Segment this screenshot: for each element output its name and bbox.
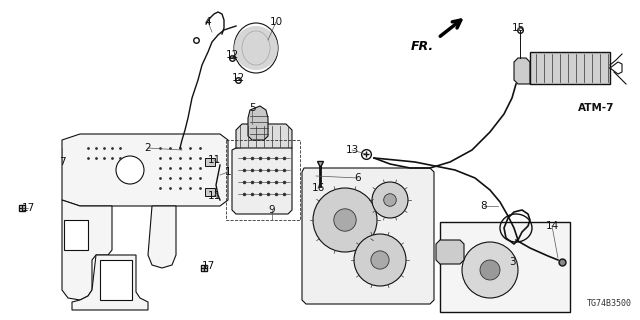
Text: 5: 5 <box>249 103 255 113</box>
Bar <box>205 158 215 166</box>
Text: 4: 4 <box>205 17 211 27</box>
Text: 15: 15 <box>511 23 525 33</box>
Text: 8: 8 <box>481 201 487 211</box>
Text: 7: 7 <box>59 157 65 167</box>
Polygon shape <box>302 168 434 304</box>
Polygon shape <box>62 134 228 206</box>
Bar <box>226 140 300 220</box>
Circle shape <box>462 242 518 298</box>
Bar <box>530 52 610 84</box>
Text: 14: 14 <box>545 221 559 231</box>
Bar <box>205 188 215 196</box>
Polygon shape <box>436 240 464 264</box>
Text: 9: 9 <box>269 205 275 215</box>
Text: 6: 6 <box>355 173 362 183</box>
Polygon shape <box>72 255 148 310</box>
Text: 12: 12 <box>232 73 244 83</box>
Text: 2: 2 <box>145 143 151 153</box>
Text: 12: 12 <box>225 50 239 60</box>
Circle shape <box>116 156 144 184</box>
Circle shape <box>313 188 377 252</box>
Circle shape <box>371 251 389 269</box>
Text: FR.: FR. <box>411 40 434 53</box>
Polygon shape <box>248 106 268 140</box>
Polygon shape <box>514 58 530 84</box>
Circle shape <box>234 26 278 70</box>
Polygon shape <box>232 144 292 214</box>
Text: 13: 13 <box>346 145 358 155</box>
Text: 3: 3 <box>509 257 515 267</box>
Text: TG74B3500: TG74B3500 <box>587 299 632 308</box>
Polygon shape <box>64 220 88 250</box>
Text: 17: 17 <box>21 203 35 213</box>
Text: 17: 17 <box>202 261 214 271</box>
Polygon shape <box>62 200 112 300</box>
Circle shape <box>334 209 356 231</box>
Circle shape <box>384 194 396 206</box>
Text: 11: 11 <box>207 191 221 201</box>
Polygon shape <box>148 206 176 268</box>
Text: 16: 16 <box>312 183 324 193</box>
Bar <box>440 222 570 312</box>
Text: ATM-7: ATM-7 <box>578 103 614 113</box>
Polygon shape <box>100 260 132 300</box>
Text: 10: 10 <box>269 17 283 27</box>
Text: 1: 1 <box>225 167 231 177</box>
Circle shape <box>354 234 406 286</box>
Text: 11: 11 <box>207 155 221 165</box>
Circle shape <box>372 182 408 218</box>
Circle shape <box>480 260 500 280</box>
Polygon shape <box>236 124 292 148</box>
